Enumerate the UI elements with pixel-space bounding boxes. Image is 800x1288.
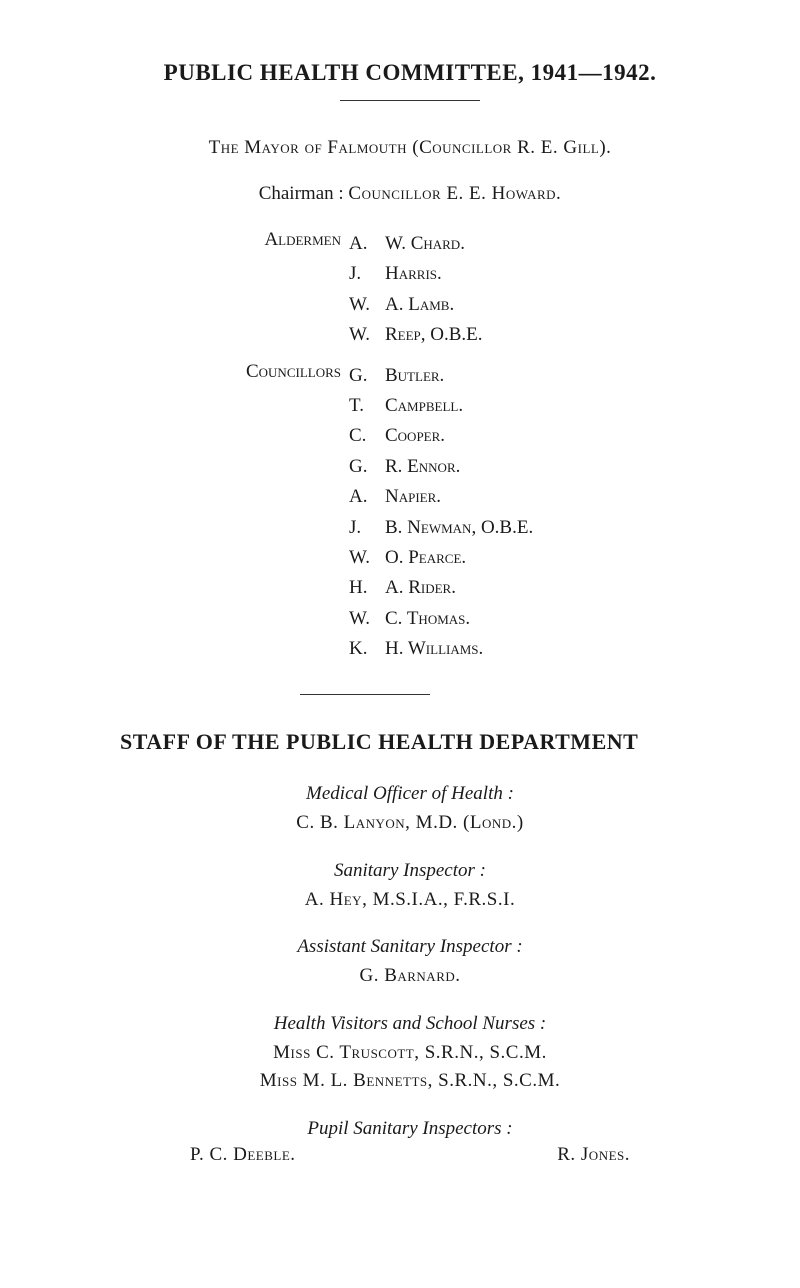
role-label: Health Visitors and School Nurses : [120, 1013, 700, 1035]
page-title: PUBLIC HEALTH COMMITTEE, 1941—1942. [120, 60, 700, 86]
chairman-line: Chairman : Councillor E. E. Howard. [120, 183, 700, 205]
councillor-row: A.Napier. [349, 482, 629, 512]
councillor-initials: J. [349, 513, 385, 543]
councillor-name: C. Thomas. [385, 604, 629, 634]
mayor-prefix: The Mayor of Falmouth (Councillor [209, 137, 518, 158]
mayor-suffix: ). [599, 137, 611, 158]
councillor-initials: G. [349, 452, 385, 482]
councillor-initials: G. [349, 361, 385, 391]
councillor-name: Campbell. [385, 391, 629, 421]
role-label: Sanitary Inspector : [120, 860, 700, 882]
councillor-row: T.Campbell. [349, 391, 629, 421]
councillor-initials: K. [349, 634, 385, 664]
pupil-label: Pupil Sanitary Inspectors : [120, 1118, 700, 1140]
councillor-row: G.R. Ennor. [349, 452, 629, 482]
alderman-initials: W. [349, 290, 385, 320]
chairman-prefix: Councillor [348, 183, 446, 204]
title-rule [340, 100, 480, 101]
alderman-row: W.Reep, O.B.E. [349, 320, 629, 350]
alderman-initials: W. [349, 320, 385, 350]
councillor-name: R. Ennor. [385, 452, 629, 482]
councillors-block: Councillors G.Butler.T.Campbell.C.Cooper… [120, 361, 700, 665]
pupil-block: Pupil Sanitary Inspectors : P. C. Deeble… [120, 1118, 700, 1166]
mayor-line: The Mayor of Falmouth (Councillor R. E. … [120, 137, 700, 159]
councillor-row: C.Cooper. [349, 421, 629, 451]
chairman-name: E. E. Howard. [446, 183, 561, 204]
role-person: G. Barnard. [120, 962, 700, 991]
councillor-row: H.A. Rider. [349, 573, 629, 603]
aldermen-label: Aldermen [191, 229, 349, 351]
role-block: Medical Officer of Health : C. B. Lanyon,… [120, 783, 700, 838]
councillor-name: O. Pearce. [385, 543, 629, 573]
councillor-initials: T. [349, 391, 385, 421]
pupil-inspector-1: R. Jones. [557, 1144, 630, 1166]
role-block: Sanitary Inspector : A. Hey, M.S.I.A., F.… [120, 860, 700, 915]
councillor-row: J.B. Newman, O.B.E. [349, 513, 629, 543]
councillor-initials: W. [349, 543, 385, 573]
alderman-initials: A. [349, 229, 385, 259]
alderman-row: J.Harris. [349, 259, 629, 289]
councillor-name: B. Newman, O.B.E. [385, 513, 629, 543]
councillor-initials: C. [349, 421, 385, 451]
councillor-initials: A. [349, 482, 385, 512]
staff-section-title: STAFF OF THE PUBLIC HEALTH DEPARTMENT [120, 729, 700, 755]
councillor-name: A. Rider. [385, 573, 629, 603]
alderman-name: Harris. [385, 259, 629, 289]
alderman-row: A.W. Chard. [349, 229, 629, 259]
role-block: Assistant Sanitary Inspector : G. Barnard… [120, 936, 700, 991]
role-block: Health Visitors and School Nurses : Miss … [120, 1013, 700, 1096]
alderman-name: W. Chard. [385, 229, 629, 259]
mayor-name: R. E. Gill [517, 137, 599, 158]
alderman-name: A. Lamb. [385, 290, 629, 320]
councillor-row: K.H. Williams. [349, 634, 629, 664]
councillor-initials: H. [349, 573, 385, 603]
councillor-name: Butler. [385, 361, 629, 391]
pupil-row: P. C. Deeble. R. Jones. [120, 1144, 700, 1166]
alderman-name: Reep, O.B.E. [385, 320, 629, 350]
section-rule [300, 694, 430, 695]
councillor-row: W.O. Pearce. [349, 543, 629, 573]
councillor-row: G.Butler. [349, 361, 629, 391]
chairman-label: Chairman : [259, 183, 344, 204]
document-page: PUBLIC HEALTH COMMITTEE, 1941—1942. The … [0, 0, 800, 1288]
role-label: Medical Officer of Health : [120, 783, 700, 805]
councillor-row: W.C. Thomas. [349, 604, 629, 634]
roles-container: Medical Officer of Health : C. B. Lanyon,… [120, 783, 700, 1096]
aldermen-list: A.W. Chard.J.Harris.W.A. Lamb.W.Reep, O.… [349, 229, 629, 351]
role-label: Assistant Sanitary Inspector : [120, 936, 700, 958]
councillors-label: Councillors [191, 361, 349, 665]
councillor-initials: W. [349, 604, 385, 634]
role-person: A. Hey, M.S.I.A., F.R.S.I. [120, 886, 700, 915]
councillor-name: Napier. [385, 482, 629, 512]
role-person: Miss M. L. Bennetts, S.R.N., S.C.M. [120, 1067, 700, 1096]
councillor-name: Cooper. [385, 421, 629, 451]
role-person: C. B. Lanyon, M.D. (Lond.) [120, 809, 700, 838]
role-person: Miss C. Truscott, S.R.N., S.C.M. [120, 1039, 700, 1068]
councillors-list: G.Butler.T.Campbell.C.Cooper.G.R. Ennor.… [349, 361, 629, 665]
aldermen-block: Aldermen A.W. Chard.J.Harris.W.A. Lamb.W… [120, 229, 700, 351]
councillor-name: H. Williams. [385, 634, 629, 664]
alderman-row: W.A. Lamb. [349, 290, 629, 320]
pupil-inspector-0: P. C. Deeble. [190, 1144, 296, 1166]
alderman-initials: J. [349, 259, 385, 289]
